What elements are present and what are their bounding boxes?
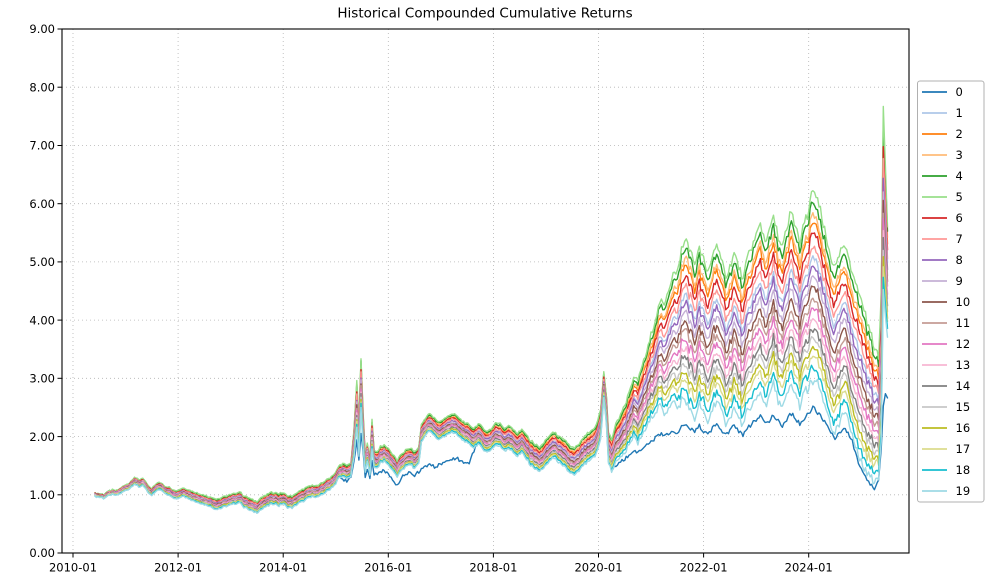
- legend-label-8: 8: [956, 253, 963, 267]
- legend-label-3: 3: [956, 148, 963, 162]
- x-tick-label: 2022-01: [680, 561, 728, 575]
- x-tick-label: 2018-01: [469, 561, 517, 575]
- y-tick-label: 5.00: [29, 255, 55, 269]
- x-tick-label: 2024-01: [785, 561, 833, 575]
- x-axis: 2010-01 2012-01 2014-01 2016-01 2018-01 2020-…: [49, 553, 833, 575]
- series-line-19: [94, 288, 889, 514]
- legend-label-18: 18: [956, 463, 971, 477]
- y-tick-label: 9.00: [29, 22, 55, 36]
- y-tick-label: 1.00: [29, 488, 55, 502]
- legend-box: [917, 80, 985, 503]
- x-tick-label: 2010-01: [49, 561, 97, 575]
- legend-label-5: 5: [956, 190, 963, 204]
- legend-label-17: 17: [956, 442, 971, 456]
- legend-label-16: 16: [956, 421, 971, 435]
- plot-spines: [61, 28, 910, 554]
- series-line-7: [94, 157, 889, 506]
- y-tick-label: 2.00: [29, 430, 55, 444]
- legend-label-15: 15: [956, 400, 971, 414]
- legend-label-0: 0: [956, 85, 963, 99]
- y-tick-label: 6.00: [29, 197, 55, 211]
- y-tick-label: 8.00: [29, 80, 55, 94]
- legend-label-10: 10: [956, 295, 971, 309]
- legend-label-7: 7: [956, 232, 963, 246]
- legend-label-6: 6: [956, 211, 963, 225]
- x-tick-label: 2012-01: [154, 561, 202, 575]
- legend-label-4: 4: [956, 169, 963, 183]
- legend-label-12: 12: [956, 337, 971, 351]
- y-tick-label: 0.00: [29, 546, 55, 560]
- chart-title: Historical Compounded Cumulative Returns: [337, 6, 632, 22]
- y-tick-label: 3.00: [29, 372, 55, 386]
- legend-label-1: 1: [956, 106, 963, 120]
- x-tick-label: 2016-01: [364, 561, 412, 575]
- series-line-5: [94, 105, 889, 503]
- legend-label-2: 2: [956, 127, 963, 141]
- x-tick-label: 2020-01: [574, 561, 622, 575]
- x-tick-label: 2014-01: [259, 561, 307, 575]
- y-tick-label: 7.00: [29, 139, 55, 153]
- gridlines: [62, 28, 909, 553]
- legend-label-13: 13: [956, 358, 971, 372]
- legend-label-19: 19: [956, 484, 971, 498]
- legend-label-9: 9: [956, 274, 963, 288]
- legend-label-14: 14: [956, 379, 971, 393]
- y-tick-label: 4.00: [29, 313, 55, 327]
- legend-label-11: 11: [956, 316, 971, 330]
- series-lines: [94, 105, 889, 514]
- y-axis: 0.00 1.00 2.00 3.00 4.00 5.00 6.00 7.00 8.00 9.00: [29, 22, 62, 560]
